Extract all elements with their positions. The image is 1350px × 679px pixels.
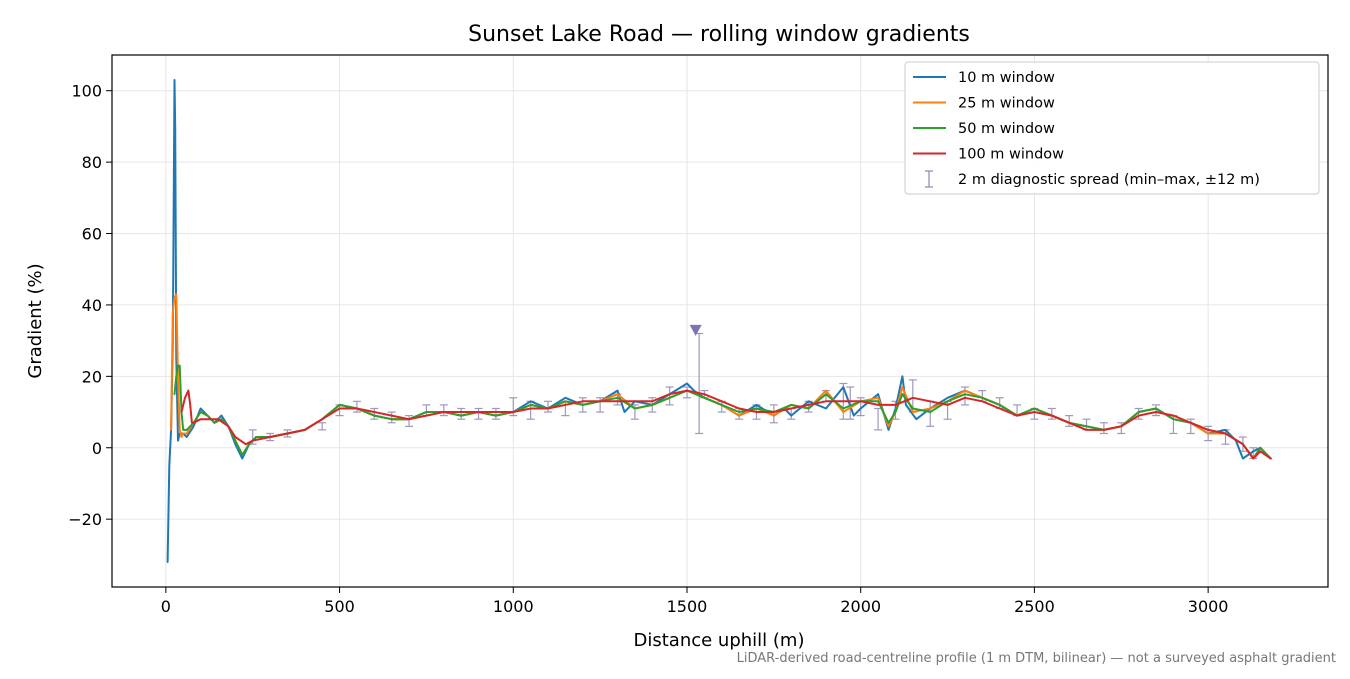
legend-entry-label: 25 m window [958,96,1055,112]
diagnostic-peak-marker [689,324,702,336]
x-tick-label: 500 [324,597,355,616]
legend-entry-label: 100 m window [958,147,1064,163]
y-tick-label: 0 [92,439,102,458]
y-tick-label: 80 [82,153,102,172]
y-tick-label: −20 [68,510,102,529]
x-tick-label: 1500 [667,597,708,616]
x-axis-ticks: 0 500 1000 1500 2000 2500 3000 [161,587,1229,616]
diagnostic-spread-layer [248,324,1258,460]
y-tick-label: 20 [82,367,102,386]
legend: 10 m window 25 m window 50 m window 100 m w… [904,61,1320,195]
x-tick-label: 1000 [493,597,534,616]
legend-entry-label: 10 m window [958,70,1055,86]
chart-title: Sunset Lake Road — rolling window gradie… [468,22,970,47]
x-tick-label: 2000 [840,597,881,616]
legend-frame [904,61,1320,195]
x-tick-label: 0 [161,597,171,616]
y-tick-label: 100 [71,82,102,101]
x-tick-label: 3000 [1188,597,1229,616]
x-tick-label: 2500 [1014,597,1055,616]
series-line-4 [180,389,1272,460]
plot-frame [111,54,1329,588]
y-tick-label: 60 [82,225,102,244]
series-layer [166,79,1272,563]
x-axis-label: Distance uphill (m) [634,630,805,651]
footnote: LiDAR-derived road-centreline profile (1… [736,651,1336,666]
legend-entry-label: 2 m diagnostic spread (min–max, ±12 m) [958,172,1260,188]
legend-entry-label: 50 m window [958,121,1055,137]
y-axis-ticks: −20 0 20 40 60 80 100 [68,82,112,529]
y-tick-label: 40 [82,296,102,315]
y-axis-label: Gradient (%) [25,263,46,378]
